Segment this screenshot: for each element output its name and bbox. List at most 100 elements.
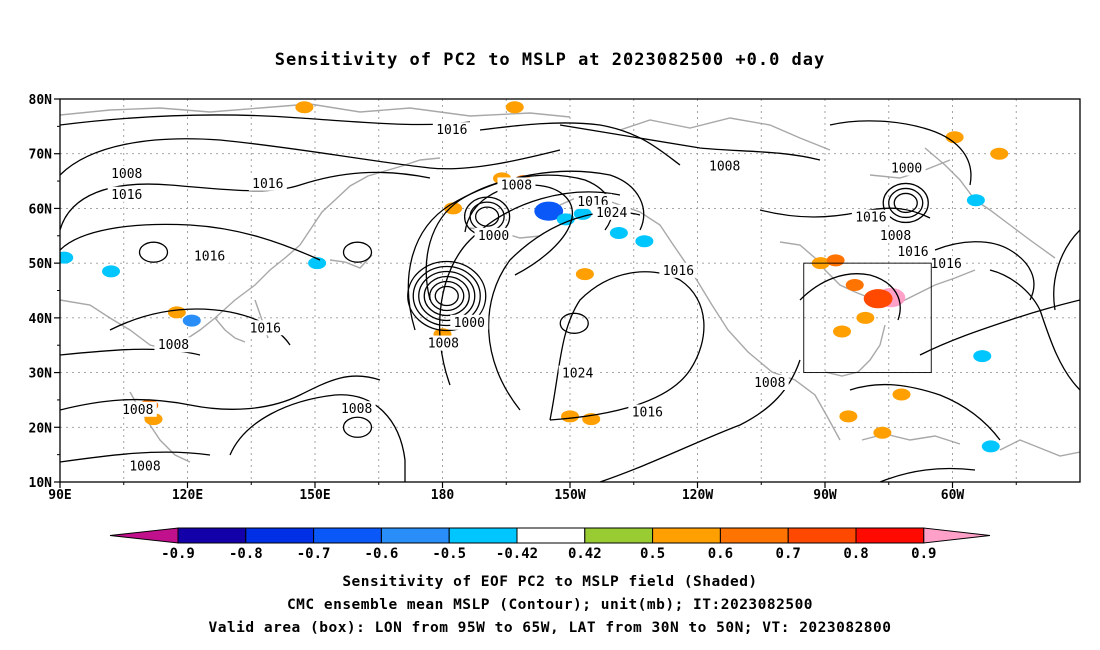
isobar-contour [934,241,1035,301]
contour-label: 1016 [663,264,694,279]
colorbar-swatch [855,527,925,544]
low-pressure-ring [429,280,465,312]
contour-label: 1016 [897,245,928,260]
sensitivity-patch [167,306,186,319]
isobar-contour [829,120,972,186]
contour-label: 1008 [880,229,911,244]
contour-label: 1000 [454,316,485,331]
contour-label: 1000 [478,229,509,244]
lat-label: 50N [29,257,53,272]
low-pressure-ring [407,260,487,332]
high-pressure-ring [138,241,169,263]
contour-label-bg [750,374,789,390]
coastline-segment [329,254,373,269]
contour-label: 1008 [129,460,160,475]
colorbar-swatch [787,527,857,544]
contour-label: 1016 [250,321,281,336]
coastline-segment [924,147,1056,259]
low-pressure-ring [434,285,459,307]
coastline-segment [60,244,301,351]
contour-label: 1016 [194,250,225,265]
contour-label-bg [107,165,146,181]
contour-label-bg [893,244,932,260]
isobar-contour [759,207,931,219]
contour-label: 1008 [501,178,532,193]
sensitivity-patch [826,254,845,267]
contour-label-bg [246,320,285,336]
chart-title: Sensitivity of PC2 to MSLP at 2023082500… [274,50,826,70]
isobar-contour [1053,229,1080,311]
coastline-segment [999,439,1080,457]
sensitivity-patch [839,410,858,423]
isobar-contour [919,299,1080,356]
isobar-contour [60,348,201,356]
low-pressure-ring [888,187,924,219]
low-pressure-ring [893,192,918,214]
contour-label: 1008 [122,403,153,418]
sensitivity-patch [609,227,628,240]
colorbar-label: 0.7 [776,546,801,562]
isobar-contour [60,171,431,231]
sensitivity-patch [945,131,964,144]
sensitivity-patch [863,289,893,309]
lat-label: 60N [29,202,53,217]
colorbar-swatch [313,527,382,544]
contour-label-bg [497,177,536,193]
contour-label: 1024 [562,367,593,382]
contour-label-bg [851,209,890,225]
sensitivity-patch [60,251,74,264]
colorbar-swatch [245,527,315,544]
sensitivity-patch [573,207,592,220]
contour-label-bg [450,314,489,330]
lat-label: 10N [29,476,53,491]
contour-label-bg [558,365,597,381]
sensitivity-patch [295,101,314,114]
contour-label: 1008 [158,338,189,353]
high-pressure-ring [559,312,589,334]
lon-label: 150E [299,488,330,503]
lon-label: 60W [941,488,965,503]
colorbar: -0.9 -0.8 -0.7 -0.6 -0.5 -0.42 0.42 0.5 0.6 0.7 0.… [109,527,991,562]
lat-label: 30N [29,367,53,382]
low-pressure-ring [423,275,470,317]
contour-label: 1008 [709,159,740,174]
coastline-segment [559,195,841,441]
colorbar-swatch [448,527,518,544]
low-pressure-ring [474,206,500,227]
sensitivity-patch [833,325,851,338]
sensitivity-patch [505,101,524,114]
isobar-contour [60,375,381,411]
contour-label-bg [592,204,631,220]
colorbar-label: 0.42 [568,546,602,562]
colorbar-swatch [652,527,721,544]
colorbar-label: -0.42 [496,546,538,562]
high-pressure-ring [342,241,373,263]
contour-label: 1000 [891,161,922,176]
sensitivity-patch [534,201,564,221]
isobar-contour [439,191,621,386]
lon-label: 150W [554,488,585,503]
contour-label: 1016 [632,406,663,421]
contour-label: 1024 [596,206,627,221]
sensitivity-patch [873,426,892,439]
contour-label: 1008 [428,337,459,352]
sensitivity-patch [635,235,654,248]
isobar-contour [849,383,1001,441]
contour-label-bg [927,256,966,272]
isobar-contour [479,122,681,166]
contour-label: 1016 [930,257,961,272]
lon-label: 90E [48,488,71,503]
contour-label-bg [474,227,513,243]
lat-label: 80N [29,93,53,108]
colorbar-label: -0.7 [297,546,331,562]
low-pressure-ring [418,270,476,322]
colorbar-label: -0.5 [432,546,466,562]
coastline-segment [824,324,886,377]
isobar-contour [989,269,1080,391]
grid-layer [60,99,1080,482]
valid-area-box [803,262,932,374]
contour-label: 1008 [754,376,785,391]
coastline-segment [214,317,246,343]
colorbar-swatch [516,527,586,544]
